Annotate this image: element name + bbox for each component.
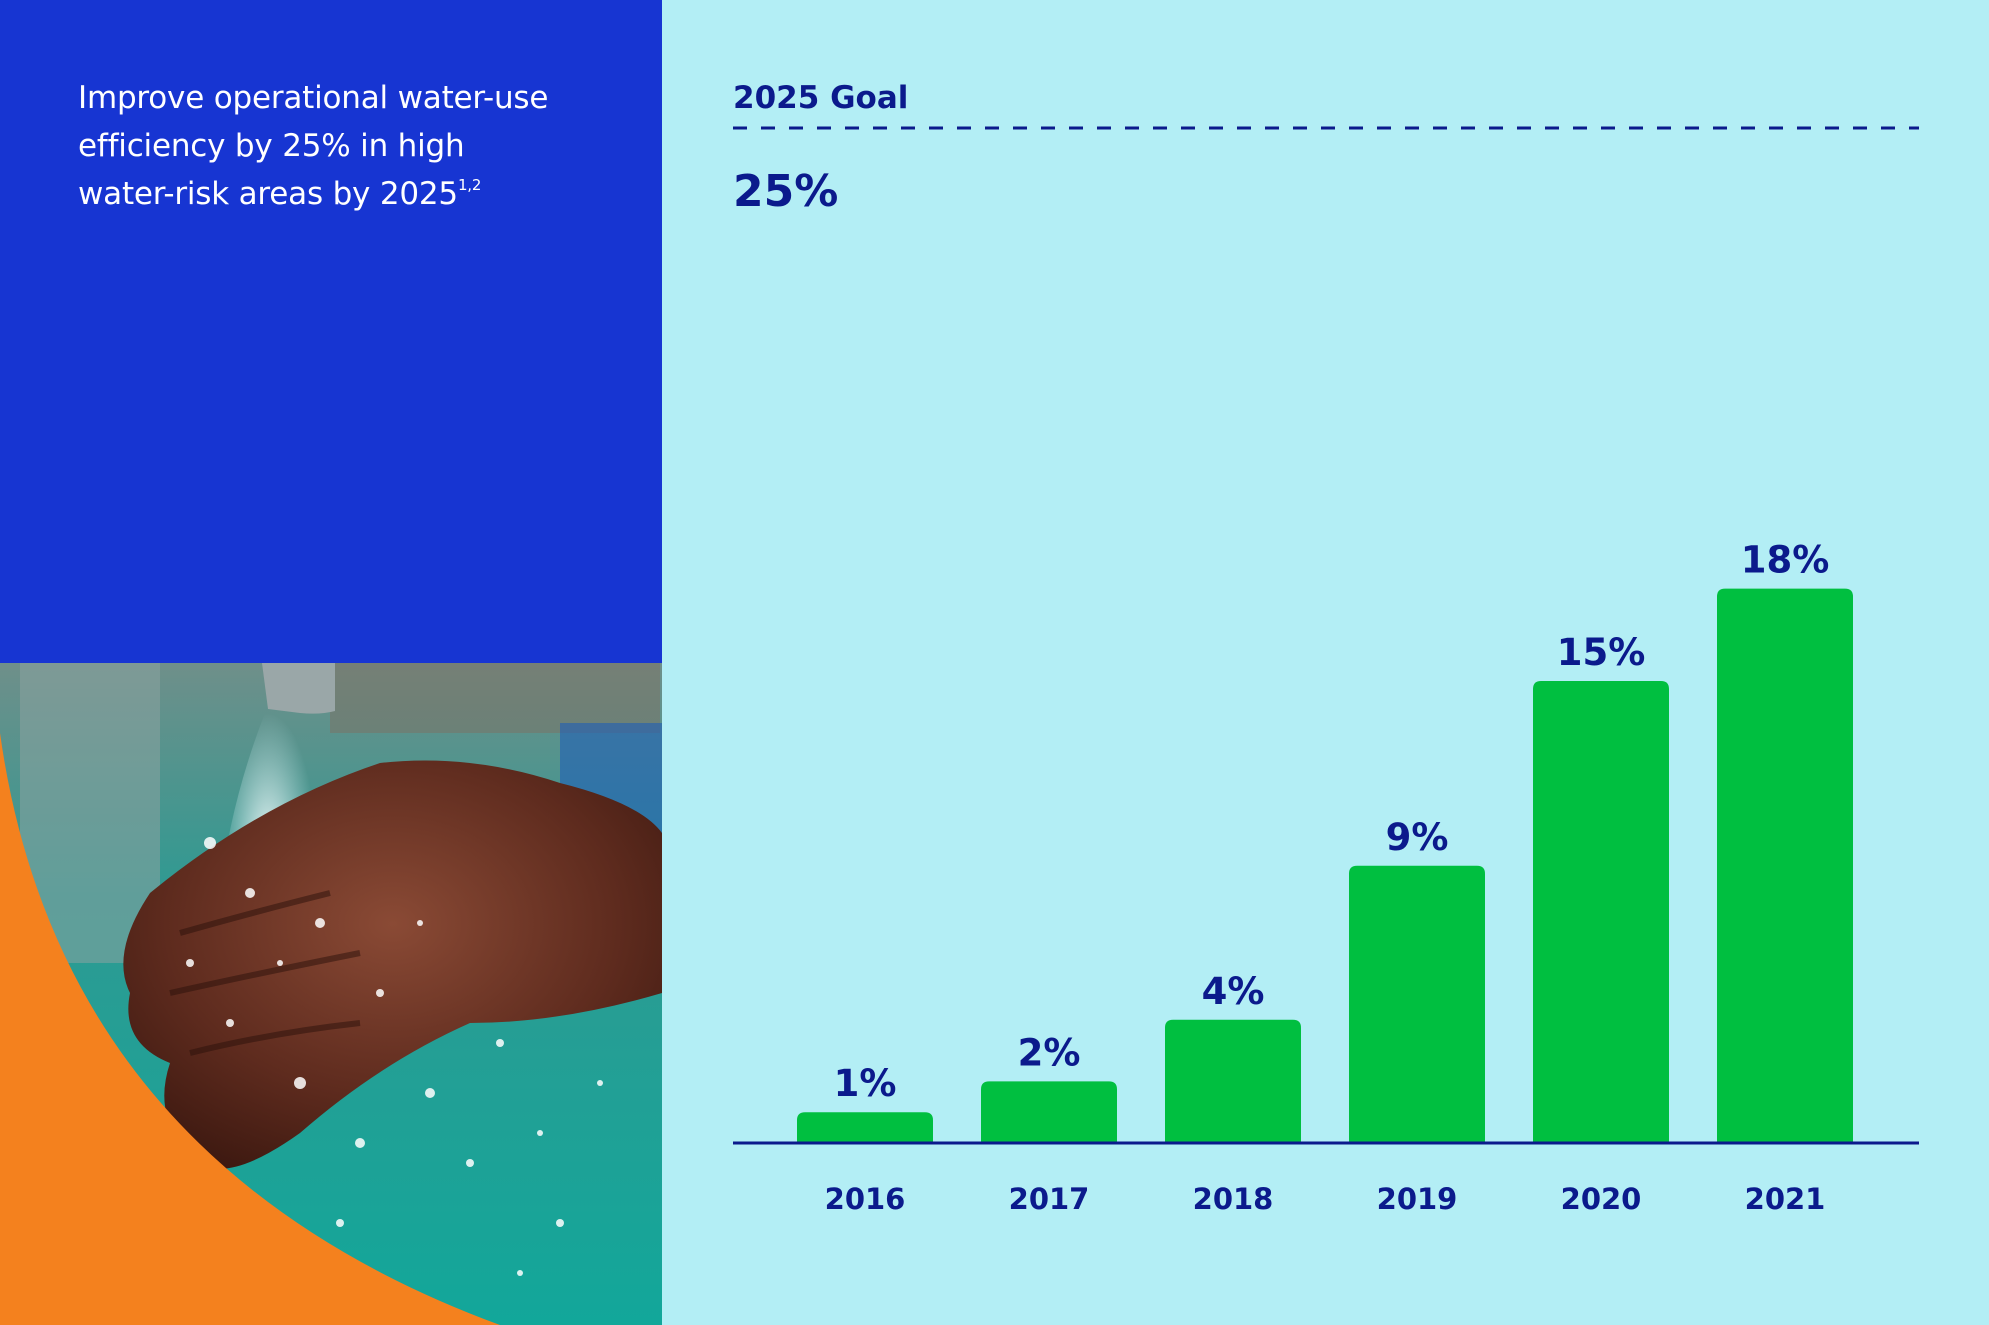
x-tick-label-2019: 2019 [1377, 1182, 1458, 1216]
goal-panel: Improve operational water-use efficiency… [0, 0, 662, 663]
x-tick-label-2016: 2016 [825, 1182, 906, 1216]
handwashing-photo [0, 663, 662, 1325]
bar-2017 [981, 1081, 1117, 1143]
footnote-marker: 1,2 [457, 176, 482, 194]
goal-value-label: 25% [733, 166, 838, 217]
goal-statement-line-3: water-risk areas by 2025 [78, 176, 458, 212]
data-label-2018: 4% [1202, 970, 1265, 1013]
x-tick-label-2020: 2020 [1561, 1182, 1642, 1216]
bar-2020 [1533, 681, 1669, 1143]
chart-panel: 2025 Goal 25% 1% 2016 2% 2017 4% 2018 9% 2019 15% 2… [662, 0, 1989, 1325]
goal-statement: Improve operational water-use efficiency… [78, 74, 638, 218]
x-tick-label-2017: 2017 [1009, 1182, 1090, 1216]
handwashing-illustration [0, 663, 662, 1325]
bar-2018 [1165, 1019, 1301, 1143]
x-tick-label-2021: 2021 [1745, 1182, 1826, 1216]
orange-wave-shape [0, 733, 500, 1325]
data-label-2021: 18% [1741, 539, 1830, 582]
blurred-background-object [330, 663, 660, 733]
x-tick-label-2018: 2018 [1193, 1182, 1274, 1216]
hands [123, 760, 662, 1169]
goal-label: 2025 Goal [733, 80, 908, 116]
data-label-2020: 15% [1557, 631, 1646, 674]
bar-2016 [797, 1112, 933, 1143]
water-droplets [186, 837, 603, 1276]
finger-lines [169, 890, 361, 1056]
data-label-2016: 1% [834, 1062, 897, 1105]
data-label-2017: 2% [1018, 1031, 1081, 1074]
faucet-icon [262, 663, 335, 714]
bar-chart: 2025 Goal 25% 1% 2016 2% 2017 4% 2018 9% 2019 15% 2… [733, 80, 1919, 1216]
goal-statement-line-2: efficiency by 25% in high [78, 128, 465, 164]
bar-2021 [1717, 588, 1853, 1143]
bar-2019 [1349, 865, 1485, 1143]
data-label-2019: 9% [1386, 816, 1449, 859]
goal-statement-line-1: Improve operational water-use [78, 80, 549, 116]
